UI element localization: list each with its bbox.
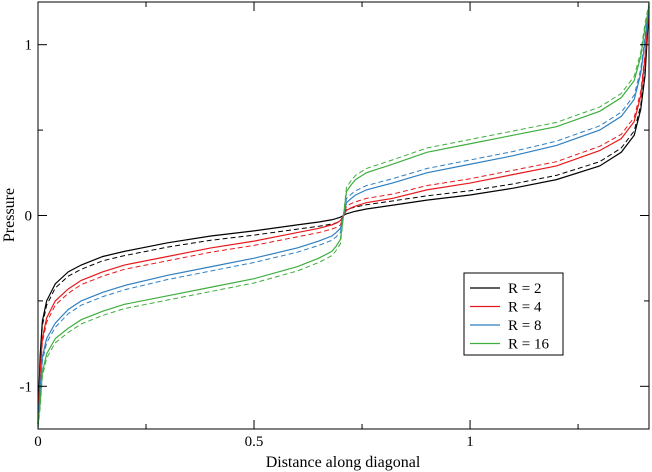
legend-label-2: R = 4 [508, 300, 542, 316]
legend-label-4: R = 16 [508, 337, 549, 353]
y-tick-label: 0 [25, 209, 33, 225]
x-tick-label: 0.5 [245, 434, 264, 450]
series-line-3 [37, 7, 650, 424]
series-layer [37, 2, 650, 429]
series-line-2 [37, 7, 650, 424]
x-tick-label: 1 [466, 434, 474, 450]
x-axis-label: Distance along diagonal [266, 454, 421, 471]
legend-label-1: R = 2 [508, 281, 541, 297]
series-dashed-3 [37, 2, 650, 429]
legend-box [463, 272, 564, 356]
y-tick-label: 1 [25, 38, 33, 54]
y-axis-label: Pressure [1, 188, 18, 242]
series-dashed-4 [37, 2, 650, 429]
legend: R = 2 R = 4 R = 8 R = 16 [463, 272, 564, 356]
ticks-layer: 0 0.5 1 -1 0 1 [20, 2, 649, 450]
series-line-1 [37, 7, 650, 424]
y-tick-label: -1 [20, 379, 33, 395]
series-dashed-2 [37, 2, 650, 429]
series-line-4 [37, 7, 650, 424]
x-tick-label: 0 [34, 434, 42, 450]
legend-label-3: R = 8 [508, 318, 541, 334]
